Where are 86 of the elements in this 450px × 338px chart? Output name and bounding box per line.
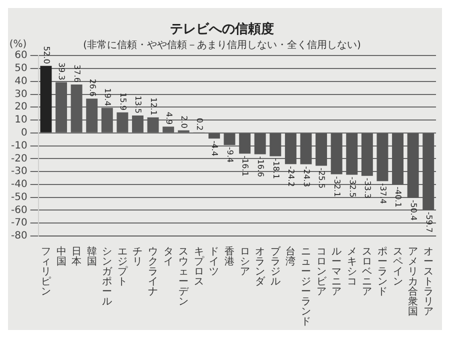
y-tick-label: -80 [10,230,28,242]
bar [40,66,52,132]
x-tick-label: オーストラリア [423,246,434,318]
bar [284,133,296,164]
data-label: 4.9 [164,112,174,125]
x-tick-label: ドイツ [209,246,220,278]
bar [208,133,220,139]
data-label: 37.6 [72,64,82,82]
x-tick-label: オランダ [255,246,266,288]
bar [300,133,312,164]
x-tick-label: スウェーデン [178,246,190,308]
data-label: -18.1 [271,158,280,179]
x-tick-label: 日本 [72,246,82,268]
data-label: -9.4 [225,147,234,163]
x-tick-label: スペイン [392,246,403,288]
data-label: -25.5 [317,168,326,188]
y-tick-label: -70 [10,218,28,229]
bar [376,133,388,182]
data-label: 15.9 [118,92,128,110]
data-label: -16.1 [240,156,250,176]
bar [346,133,358,175]
bar [224,133,236,146]
data-label: 2.0 [180,116,189,128]
bar [239,133,251,154]
chart-title: テレビへの信頼度 [170,21,274,38]
data-label: -24.3 [302,166,311,187]
bar [361,133,373,176]
bar [254,133,266,154]
data-label: -4.4 [210,140,220,156]
y-tick-label: 20 [14,102,28,113]
y-axis-title: (%) [9,39,27,50]
x-tick-label: 韓国 [86,246,97,268]
data-label: 19.4 [103,88,112,106]
data-label: -37.4 [378,183,388,204]
data-label: -40.1 [394,186,403,208]
data-label: 26.6 [88,78,97,97]
chart-subtitle: (非常に信頼・やや信頼－あまり信用しない・全く信用しない) [83,39,361,52]
x-tick-label: アメリカ合衆国 [408,246,418,318]
y-tick-label: -50 [10,192,28,203]
x-tick-label: ニュージーランド [300,246,311,328]
data-label: 0.2 [194,118,204,131]
data-label: -33.3 [363,178,372,199]
x-tick-label: フィリピン [40,246,51,298]
x-tick-label: タイ [163,246,174,268]
data-label: -32.1 [332,176,342,197]
y-tick-label: 40 [14,76,28,87]
x-tick-label: ロシア [240,246,250,278]
x-tick-label: メキシコ [346,246,357,288]
x-tick-label: 中国 [56,246,66,268]
data-label: -24.2 [286,166,296,187]
data-label: 12.1 [148,98,158,116]
x-tick-label: コロンビア [316,246,328,298]
bar [407,133,419,198]
x-tick-label: スロベニア [362,246,372,298]
x-tick-label: ポーランド [377,246,388,298]
y-tick-label: 10 [14,114,28,126]
data-label: 52.0 [42,46,51,64]
y-tick-label: 30 [14,88,28,100]
y-tick-label: -10 [10,140,28,152]
bar [270,133,282,156]
y-tick-label: -30 [10,166,28,178]
x-tick-label: 台湾 [286,246,296,268]
x-tick-label: キプロス [194,246,205,288]
data-label: -59.7 [424,212,434,233]
data-label: -32.5 [348,176,357,198]
data-label: 13.5 [134,96,143,114]
y-tick-label: -60 [10,204,28,216]
data-label: 39.3 [57,62,66,80]
x-tick-label: 香港 [224,246,235,268]
bar [316,133,328,166]
data-label: -16.6 [256,156,266,178]
x-tick-label: チリ [132,246,143,268]
bar [330,133,342,174]
data-label: -50.4 [408,200,418,221]
y-tick-label: -40 [10,179,28,190]
x-tick-label: ルーマニア [332,246,342,298]
x-tick-label: ブラジル [270,246,282,288]
y-tick-label: 60 [14,50,28,62]
y-tick-label: 50 [14,63,28,74]
y-tick-label: 0 [20,128,28,139]
bar [392,133,404,185]
x-tick-label: エジプト [117,246,128,288]
bar [422,133,434,210]
x-tick-label: ウクライナ [148,246,158,298]
y-tick-label: -20 [10,153,28,164]
x-tick-label: シンガポール [102,246,114,308]
